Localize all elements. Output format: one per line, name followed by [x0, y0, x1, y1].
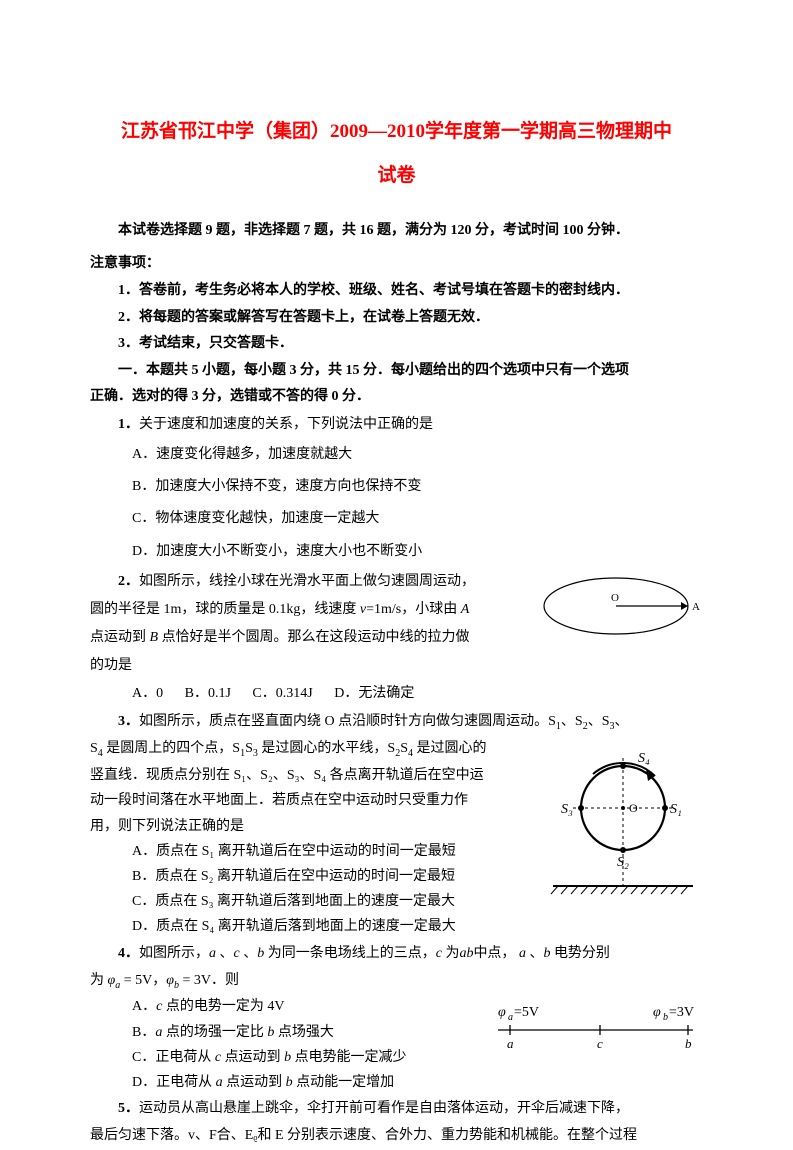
q3-line2: S4 是圆周上的四个点，S1S3 是过圆心的水平线，S2S4 是过圆心的 — [90, 736, 520, 763]
q2-line4: 的功是 — [90, 652, 520, 680]
q2-figure: O A — [538, 568, 703, 648]
svg-text:O: O — [611, 592, 619, 604]
q3-block: S4 是圆周上的四个点，S1S3 是过圆心的水平线，S2S4 是过圆心的 竖直线… — [90, 736, 703, 939]
title-line2: 试卷 — [377, 165, 415, 186]
svg-text:b: b — [663, 1012, 668, 1023]
svg-text:A: A — [692, 601, 700, 613]
q2-opts: A．0 B．0.1J C．0.314J D．无法确定 — [90, 680, 703, 708]
q2-line2: 圆的半径是 1m，球的质量是 0.1kg，线速度 v=1m/s，小球由 A — [90, 596, 520, 624]
svg-text:a: a — [508, 1012, 513, 1023]
q4-figure: φ a =5V φ b =3V a c b — [488, 994, 703, 1060]
q2-line3: 点运动到 B 点恰好是半个圆周。那么在这段运动中线的拉力做 — [90, 624, 520, 652]
q3-opt-d: D．质点在 S₄ 离开轨道后落到地面上的速度一定最大 — [90, 914, 520, 939]
notice-heading: 注意事项： — [90, 251, 703, 278]
q3-opt-c: C．质点在 S₃ 离开轨道后落到地面上的速度一定最大 — [90, 889, 520, 914]
svg-text:S₄: S₄ — [638, 751, 650, 766]
q5-line1: 5．运动员从高山悬崖上跳伞，伞打开前可看作是自由落体运动，开伞后减速下降， — [90, 1095, 703, 1123]
notice-3: 3．考试结束，只交答题卡． — [90, 331, 703, 358]
svg-text:O: O — [629, 801, 638, 815]
svg-text:=3V: =3V — [669, 1005, 694, 1020]
q3-figure: S₁ S₂ S₃ S₄ O — [543, 736, 703, 906]
q2-line1: 2．如图所示，线拴小球在光滑水平面上做匀速圆周运动， — [90, 568, 520, 596]
q1-opt-d: D．加速度大小不断变小，速度大小也不断变小 — [90, 536, 703, 568]
q1-opt-c: C．物体速度变化越快，加速度一定越大 — [90, 503, 703, 535]
q3-line5: 用，则下列说法正确的是 — [90, 814, 520, 839]
title-line1: 江苏省邗江中学（集团）2009—2010学年度第一学期高三物理期中 — [121, 121, 672, 142]
svg-text:b: b — [685, 1036, 692, 1051]
svg-text:S₂: S₂ — [617, 855, 629, 870]
q4-opt-c: C．正电荷从 c 点运动到 b 点电势能一定减少 — [90, 1045, 470, 1070]
svg-text:S₁: S₁ — [670, 802, 682, 817]
q4-opt-b: B．a 点的场强一定比 b 点场强大 — [90, 1020, 470, 1045]
q4-block: A．c 点的电势一定为 4V B．a 点的场强一定比 b 点场强大 C．正电荷从… — [90, 994, 703, 1095]
q3-line4: 动一段时间落在水平地面上．若质点在空中运动时只受重力作 — [90, 788, 520, 813]
q4-opt-d: D．正电荷从 a 点运动到 b 点动能一定增加 — [90, 1070, 470, 1095]
svg-text:φ: φ — [653, 1005, 661, 1020]
svg-text:=5V: =5V — [514, 1005, 539, 1020]
notice-1: 1．答卷前，考生务必将本人的学校、班级、姓名、考试号填在答题卡的密封线内． — [90, 278, 703, 305]
q3-line1: 3．如图所示，质点在竖直面内绕 O 点沿顺时针方向做匀速圆周运动。S1、S2、S… — [90, 708, 703, 737]
q2-block: 2．如图所示，线拴小球在光滑水平面上做匀速圆周运动， 圆的半径是 1m，球的质量… — [90, 568, 703, 680]
svg-text:c: c — [597, 1036, 603, 1051]
q4-line1: 4．如图所示，a 、c 、b 为同一条电场线上的三点，c 为ab中点， a 、b… — [90, 940, 703, 968]
q3-opt-a: A．质点在 S₁ 离开轨道后在空中运动的时间一定最短 — [90, 839, 520, 864]
section-1-line1: 一．本题共 5 小题，每小题 3 分，共 15 分．每小题给出的四个选项中只有一… — [90, 358, 703, 385]
page-title: 江苏省邗江中学（集团）2009—2010学年度第一学期高三物理期中 试卷 — [90, 110, 703, 197]
svg-text:φ: φ — [498, 1005, 506, 1020]
section-1-line2: 正确．选对的得 3 分，选错或不答的得 0 分． — [90, 384, 703, 411]
q5-line2: 最后匀速下落。v、F合、Eᵨ和 E 分别表示速度、合外力、重力势能和机械能。在整… — [90, 1123, 703, 1150]
q3-opt-b: B．质点在 S₂ 离开轨道后在空中运动的时间一定最短 — [90, 864, 520, 889]
intro-text: 本试卷选择题 9 题，非选择题 7 题，共 16 题，满分为 120 分，考试时… — [90, 217, 703, 245]
q1-opt-a: A．速度变化得越多，加速度就越大 — [90, 439, 703, 471]
svg-text:a: a — [507, 1036, 514, 1051]
q4-opt-a: A．c 点的电势一定为 4V — [90, 994, 470, 1019]
q3-line3: 竖直线．现质点分别在 S₁、S₂、S₃、S₄ 各点离开轨道后在空中运 — [90, 763, 520, 788]
q4-line2: 为 φa = 5V，φb = 3V．则 — [90, 968, 703, 995]
notice-2: 2．将每题的答案或解答写在答题卡上，在试卷上答题无效． — [90, 305, 703, 332]
q1-opt-b: B．加速度大小保持不变，速度方向也保持不变 — [90, 471, 703, 503]
q1-stem: 1．关于速度和加速度的关系，下列说法中正确的是 — [90, 411, 703, 439]
svg-text:S₃: S₃ — [561, 802, 573, 817]
